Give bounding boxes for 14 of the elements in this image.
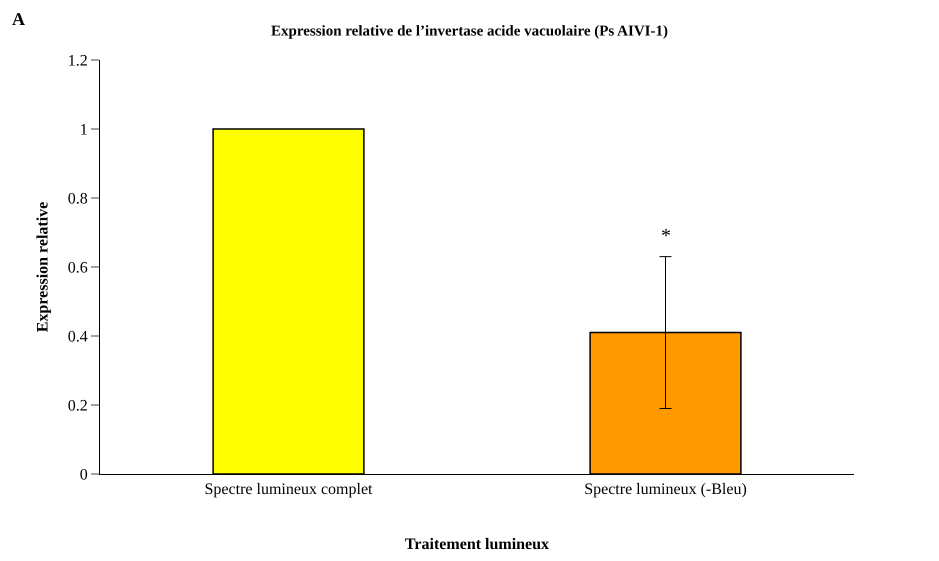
x-tick-label: Spectre lumineux (-Bleu) (584, 481, 747, 498)
y-axis-title: Expression relative (34, 202, 52, 332)
y-tick-label: 1 (80, 122, 88, 139)
x-tick-label: Spectre lumineux complet (204, 481, 374, 498)
text: A (12, 9, 25, 29)
y-tick-label: 0.4 (68, 328, 88, 346)
annotation: * (661, 225, 671, 247)
y-tick-label: 1.2 (68, 52, 88, 70)
chart-title: Expression relative de l’invertase acide vacuolaire (Ps AIVI-1) (270, 24, 668, 40)
y-tick-label: 0.2 (68, 398, 88, 415)
x-axis-title: Traitement lumineux (404, 536, 550, 553)
y-tick-label: 0.8 (68, 190, 88, 208)
y-tick-label: 0.6 (68, 260, 88, 277)
y-tick-label: 0 (80, 466, 88, 484)
